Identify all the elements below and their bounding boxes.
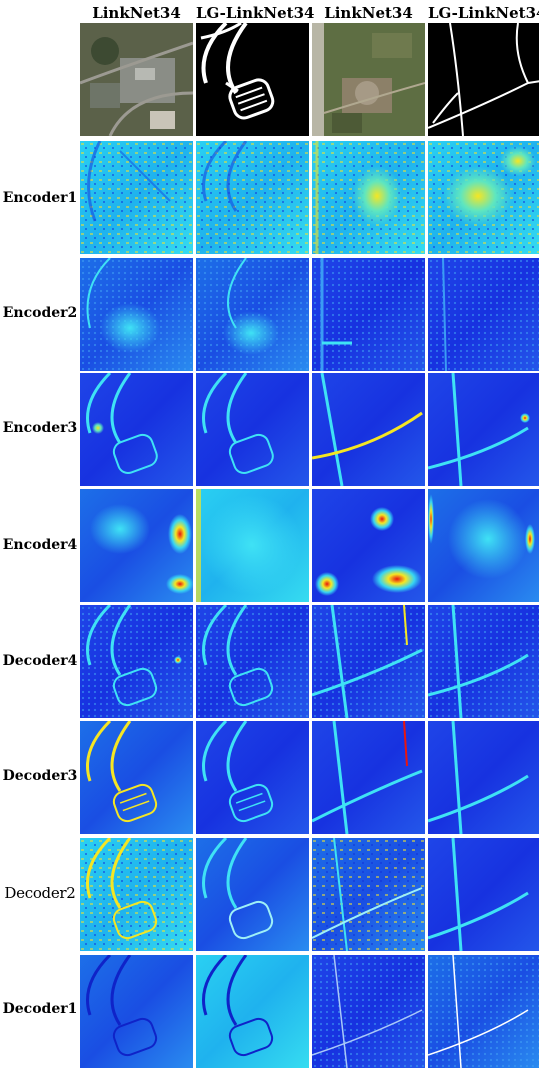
heatmap-decoder2-lg-linknet34-a bbox=[196, 838, 309, 951]
heatmap-encoder4-linknet34-b bbox=[312, 489, 425, 602]
heatmap-encoder3-linknet34-a bbox=[80, 373, 193, 486]
heatmap-decoder1-linknet34-b bbox=[312, 955, 425, 1068]
heatmap-decoder3-linknet34-a bbox=[80, 721, 193, 834]
heatmap-encoder1-lg-linknet34-b bbox=[428, 141, 539, 254]
heatmap-decoder2-linknet34-a bbox=[80, 838, 193, 951]
heatmap-decoder4-lg-linknet34-b bbox=[428, 605, 539, 718]
heatmap-encoder2-linknet34-a bbox=[80, 258, 193, 371]
row-label-decoder3: Decoder3 bbox=[2, 768, 78, 784]
heatmap-encoder1-linknet34-b bbox=[312, 141, 425, 254]
row-label-encoder2: Encoder2 bbox=[2, 305, 78, 321]
heatmap-decoder1-lg-linknet34-a bbox=[196, 955, 309, 1068]
heatmap-decoder2-lg-linknet34-b bbox=[428, 838, 539, 951]
row-label-decoder2: Decoder2 bbox=[4, 884, 76, 902]
heatmap-encoder3-lg-linknet34-a bbox=[196, 373, 309, 486]
row-label-encoder4: Encoder4 bbox=[2, 537, 78, 553]
heatmap-encoder3-linknet34-b bbox=[312, 373, 425, 486]
heatmap-encoder4-linknet34-a bbox=[80, 489, 193, 602]
heatmap-encoder3-lg-linknet34-b bbox=[428, 373, 539, 486]
column-title-3: LinkNet34 bbox=[324, 4, 413, 22]
heatmap-decoder4-linknet34-a bbox=[80, 605, 193, 718]
column-title-2: LG-LinkNet34 bbox=[196, 4, 315, 22]
aerial-image-2 bbox=[312, 23, 425, 136]
heatmap-encoder1-lg-linknet34-a bbox=[196, 141, 309, 254]
column-title-1: LinkNet34 bbox=[92, 4, 181, 22]
heatmap-decoder1-lg-linknet34-b bbox=[428, 955, 539, 1068]
row-label-decoder1: Decoder1 bbox=[2, 1001, 78, 1017]
heatmap-decoder3-linknet34-b bbox=[312, 721, 425, 834]
heatmap-encoder4-lg-linknet34-a bbox=[196, 489, 309, 602]
heatmap-decoder2-linknet34-b bbox=[312, 838, 425, 951]
heatmap-encoder2-lg-linknet34-a bbox=[196, 258, 309, 371]
heatmap-encoder4-lg-linknet34-b bbox=[428, 489, 539, 602]
row-label-decoder4: Decoder4 bbox=[2, 653, 78, 669]
heatmap-decoder4-lg-linknet34-a bbox=[196, 605, 309, 718]
heatmap-decoder4-linknet34-b bbox=[312, 605, 425, 718]
column-title-4: LG-LinkNet34 bbox=[428, 4, 539, 22]
aerial-image-1 bbox=[80, 23, 193, 136]
heatmap-encoder2-linknet34-b bbox=[312, 258, 425, 371]
ground-truth-mask-2 bbox=[428, 23, 539, 136]
ground-truth-mask-1 bbox=[196, 23, 309, 136]
heatmap-encoder2-lg-linknet34-b bbox=[428, 258, 539, 371]
heatmap-decoder3-lg-linknet34-a bbox=[196, 721, 309, 834]
row-label-encoder1: Encoder1 bbox=[2, 190, 78, 206]
heatmap-decoder1-linknet34-a bbox=[80, 955, 193, 1068]
heatmap-decoder3-lg-linknet34-b bbox=[428, 721, 539, 834]
row-label-encoder3: Encoder3 bbox=[2, 420, 78, 436]
heatmap-encoder1-linknet34-a bbox=[80, 141, 193, 254]
